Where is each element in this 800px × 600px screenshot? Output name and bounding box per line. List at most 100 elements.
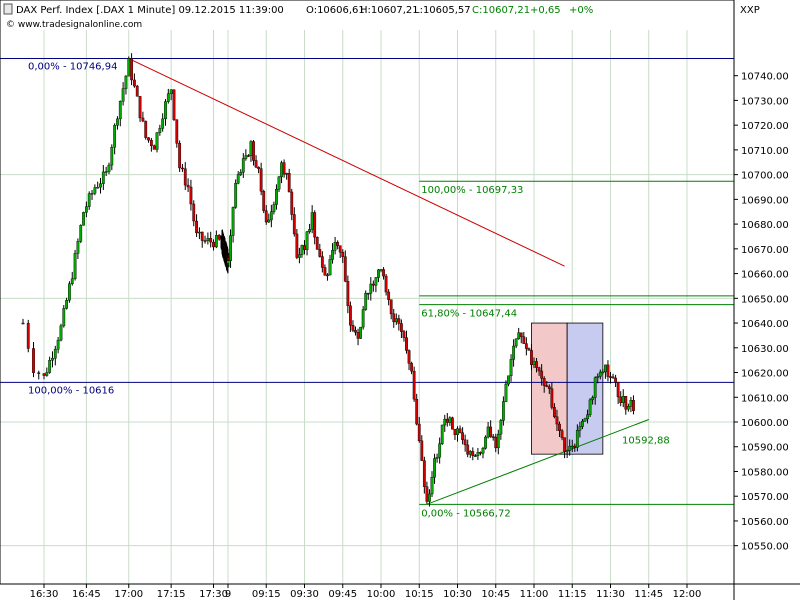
candle-body — [234, 183, 238, 208]
candle-body — [130, 58, 133, 81]
candle-body — [581, 420, 584, 427]
y-tick-label: 10610.00 — [741, 393, 789, 404]
candle-body — [461, 432, 464, 441]
candle-body — [364, 292, 368, 310]
candle-body — [507, 375, 510, 385]
candle-body — [341, 251, 345, 257]
candle-body — [512, 345, 516, 360]
candle-body — [346, 281, 350, 307]
candle-body — [59, 325, 63, 341]
candle-body — [175, 119, 179, 144]
candle-body — [323, 267, 327, 276]
x-tick-label: 09:30 — [290, 589, 319, 600]
candle-body — [178, 143, 182, 169]
candle-body — [113, 125, 117, 148]
candle-body — [244, 155, 248, 159]
candle-body — [70, 278, 74, 285]
candle-body — [212, 241, 215, 248]
candle-body — [101, 171, 105, 184]
y-tick-label: 10680.00 — [741, 220, 789, 231]
candle-body — [568, 445, 572, 451]
candle-body — [280, 162, 283, 178]
candle-body — [264, 210, 268, 223]
candle-body — [79, 225, 83, 242]
candle-body — [588, 399, 592, 415]
y-tick-label: 10720.00 — [741, 121, 789, 132]
candle-body — [560, 430, 564, 438]
candle-body — [519, 332, 523, 337]
candle-body — [287, 173, 291, 193]
candle-body — [138, 96, 142, 119]
candle-body — [384, 275, 388, 293]
candle-body — [56, 339, 60, 350]
line-labels: 0,00% - 10746,94 100,00% - 10616 100,00% -… — [28, 62, 670, 520]
candle-body — [53, 348, 57, 359]
candle-body — [351, 325, 355, 331]
candle-body — [313, 212, 317, 238]
candle-body — [356, 332, 360, 339]
candle-body — [144, 120, 148, 138]
candle-body — [104, 171, 108, 173]
candle-body — [318, 249, 322, 257]
candle-body — [48, 360, 52, 373]
candle-body — [326, 274, 329, 277]
candle-body — [425, 486, 429, 502]
candle-body — [349, 305, 352, 326]
y-tick-label: 10710.00 — [741, 146, 789, 157]
candle-body — [369, 283, 373, 294]
candle-body — [229, 235, 232, 261]
candle-body — [522, 336, 526, 344]
candle-body — [609, 376, 612, 378]
candle-body — [532, 361, 536, 365]
candle-body — [453, 429, 457, 435]
candle-body — [445, 418, 449, 423]
candle-body — [535, 361, 538, 368]
candle-body — [578, 426, 582, 431]
candle-body — [99, 183, 102, 188]
header-change: +0,65 — [530, 5, 561, 16]
candle-body — [468, 451, 472, 455]
candle-body — [45, 372, 49, 376]
candle-body — [448, 417, 452, 423]
candle-body — [593, 377, 597, 398]
candle-body — [440, 424, 444, 444]
candle-body — [90, 193, 94, 195]
candle-body — [277, 176, 281, 190]
watermark: © www.tradesignalonline.com — [6, 20, 142, 30]
candle-body — [197, 231, 201, 234]
candle-body — [489, 426, 493, 437]
candle-body — [545, 385, 549, 387]
candle-body — [292, 214, 296, 235]
y-tick-label: 10650.00 — [741, 294, 789, 305]
y-tick-label: 10640.00 — [741, 319, 789, 330]
candle-body — [169, 89, 173, 94]
candle-body — [62, 308, 66, 327]
menu-icon[interactable] — [3, 3, 13, 15]
candle-body — [192, 203, 196, 222]
candle-body — [155, 132, 159, 150]
candle-body — [252, 141, 255, 161]
candle-body — [107, 164, 111, 172]
y-axis: 10550.00 10560.00 10570.00 10580.00 10590.00… — [734, 72, 789, 553]
candle-body — [236, 174, 240, 184]
grid — [0, 30, 734, 584]
candle-body — [389, 299, 393, 315]
x-tick-label: 9 — [225, 589, 231, 600]
candle-body — [555, 416, 559, 425]
candle-body — [172, 89, 176, 120]
x-tick-label: 16:45 — [72, 589, 101, 600]
candle-body — [606, 364, 610, 377]
candle-body — [632, 400, 635, 411]
candle-body — [183, 168, 187, 186]
candle-body — [320, 256, 324, 268]
highlight-boxes — [531, 322, 604, 455]
y-tick-label: 10600.00 — [741, 418, 789, 429]
candle-body — [611, 376, 615, 379]
candle-body — [422, 460, 426, 487]
candle-body — [116, 118, 119, 126]
y-tick-label: 10580.00 — [741, 467, 789, 478]
candle-body — [295, 233, 299, 258]
header-low: L:10605,57 — [414, 5, 471, 16]
candle-body — [26, 322, 30, 349]
candle-body — [616, 382, 620, 398]
